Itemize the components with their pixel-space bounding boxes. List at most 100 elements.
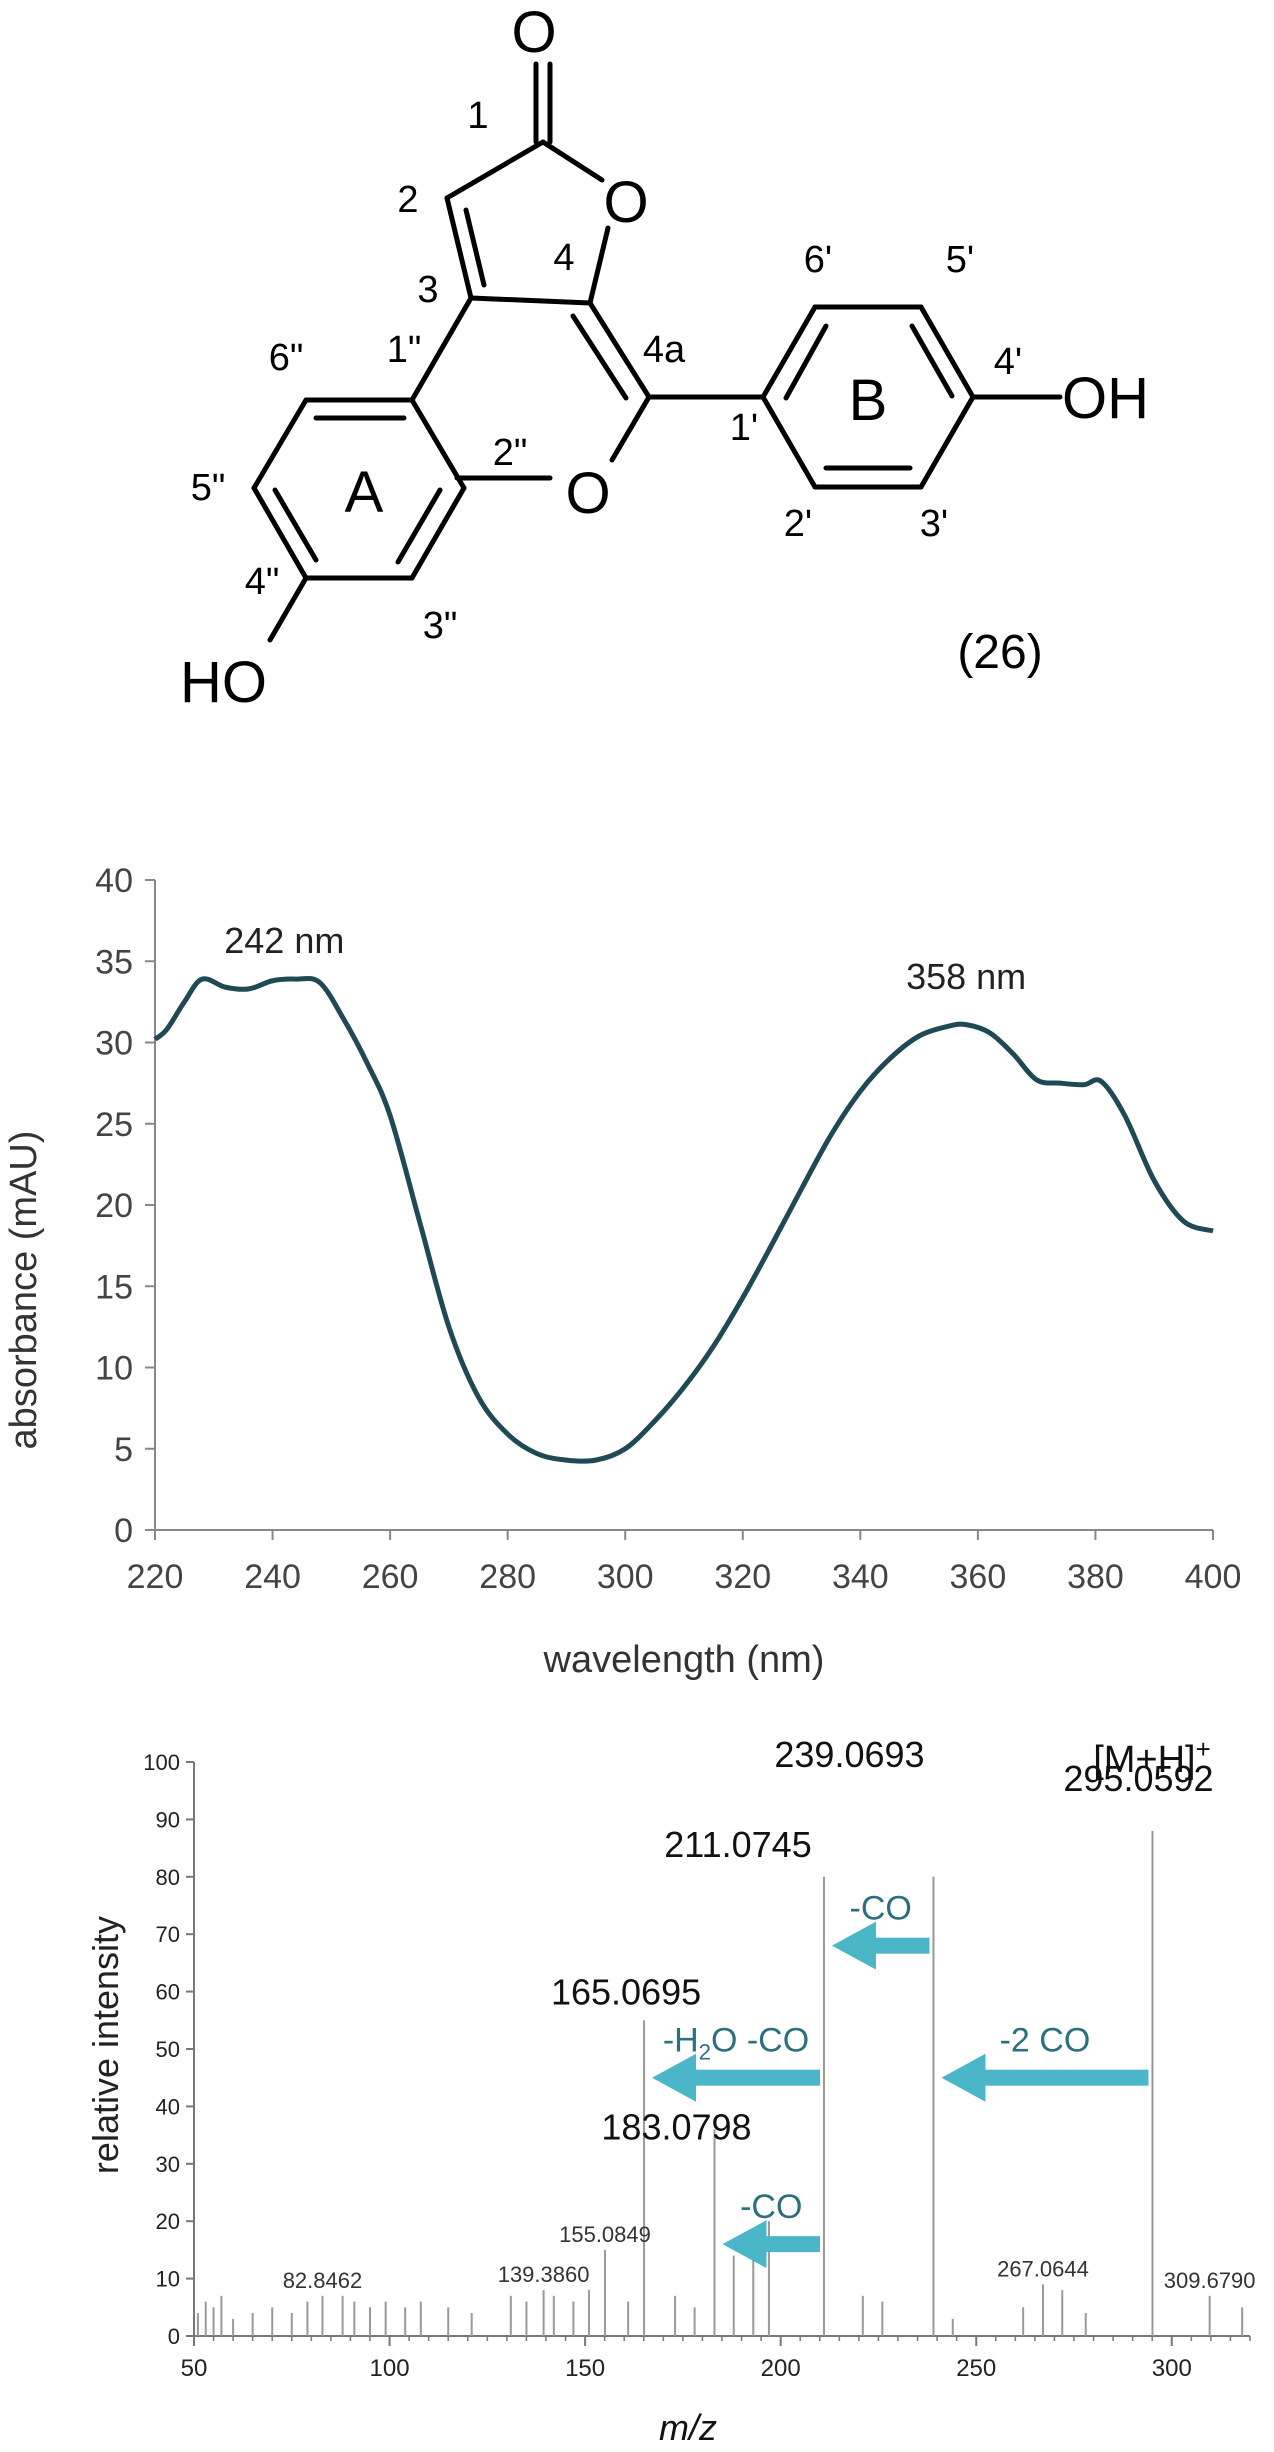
lactone-oxygen: O xyxy=(603,170,648,235)
loss-arrow-shaft xyxy=(975,2069,1149,2086)
uv-y-axis-label: absorbance (mAU) xyxy=(3,1131,45,1450)
position-label: 4 xyxy=(553,237,574,279)
ms-peak-label: 183.0798 xyxy=(601,2106,751,2147)
uv-x-tick-label: 400 xyxy=(1185,1558,1242,1596)
position-labels: 1 2 3 4 4a 1" 2" 3" 4" 5" 6" 1' 2' 3' 4'… xyxy=(191,95,1023,647)
ms-y-tick-label: 70 xyxy=(156,1922,180,1947)
uv-spectrum-chart: 0 5 10 15 20 25 30 35 40 220 240 260 280 300 320 340 36… xyxy=(3,862,1242,1681)
chemical-structure: O O O OH HO A B (26) 1 2 3 4 4a 1" 2" 3"… xyxy=(180,0,1149,715)
ms-axes: 0 10 20 30 40 50 60 70 80 90 100 50 100 150 200 250 300 xyxy=(143,1750,1251,2382)
ms-peak-label: 295.0592 xyxy=(1063,1758,1213,1799)
uv-annotations: 242 nm 358 nm xyxy=(224,920,1026,997)
uv-y-tick-label: 15 xyxy=(95,1268,133,1306)
ring-b-label: B xyxy=(849,368,888,433)
position-label: 4' xyxy=(994,341,1022,383)
position-label: 4a xyxy=(643,329,686,371)
ms-y-tick-label: 10 xyxy=(156,2267,180,2292)
loss-arrow-head xyxy=(652,2053,697,2102)
uv-y-tick-label: 25 xyxy=(95,1106,133,1144)
loss-label-subscript: 2 xyxy=(699,2040,711,2065)
ms-x-axis-label: m/z xyxy=(659,2407,717,2448)
ms-y-tick-label: 80 xyxy=(156,1865,180,1890)
ms-x-tick-label: 100 xyxy=(370,2355,410,2382)
ms-y-axis-label: relative intensity xyxy=(85,1916,126,2174)
position-label: 3" xyxy=(423,605,458,647)
position-label: 1' xyxy=(730,407,758,449)
ms-peak-labels: 165.0695 183.0798 211.0745 239.0693 295.0592… xyxy=(283,1734,1256,2293)
hydroxyl-b: OH xyxy=(1062,366,1149,431)
loss-arrow-shaft xyxy=(865,1937,930,1954)
ms-y-tick-label: 0 xyxy=(168,2324,180,2349)
uv-y-tick-label: 20 xyxy=(95,1187,133,1225)
ms-x-tick-label: 50 xyxy=(181,2355,208,2382)
uv-x-tick-label: 320 xyxy=(714,1558,771,1596)
position-label: 3' xyxy=(920,503,948,545)
ms-y-tick-label: 50 xyxy=(156,2037,180,2062)
uv-y-tick-label: 0 xyxy=(114,1512,133,1550)
ms-peak-label: 155.0849 xyxy=(559,2222,651,2247)
loss-label-part: O -CO xyxy=(711,2022,809,2060)
loss-arrow-head xyxy=(941,2053,986,2102)
carbonyl-oxygen: O xyxy=(511,0,556,65)
structure-bonds xyxy=(251,61,1063,643)
loss-arrow-head xyxy=(722,2220,767,2269)
ms-y-tick-label: 40 xyxy=(156,2094,180,2119)
loss-label: -2 CO xyxy=(1000,2022,1091,2060)
loss-label: -CO xyxy=(850,1890,912,1928)
uv-peak-annotation: 242 nm xyxy=(224,920,344,961)
loss-label: -CO xyxy=(740,2188,802,2226)
ring-a-label: A xyxy=(345,460,384,525)
uv-x-tick-label: 280 xyxy=(479,1558,536,1596)
ms-y-tick-label: 90 xyxy=(156,1807,180,1832)
uv-x-tick-label: 380 xyxy=(1067,1558,1124,1596)
ms-y-tick-label: 30 xyxy=(156,2152,180,2177)
ms-x-tick-label: 300 xyxy=(1152,2355,1192,2382)
position-label: 5' xyxy=(946,239,974,281)
uv-x-tick-label: 360 xyxy=(950,1558,1007,1596)
uv-peak-annotation: 358 nm xyxy=(906,956,1026,997)
uv-y-tick-label: 40 xyxy=(95,862,133,900)
uv-series-line xyxy=(153,975,1214,1464)
ms-peak-label: 165.0695 xyxy=(551,1971,701,2012)
position-label: 6' xyxy=(804,239,832,281)
uv-x-tick-label: 300 xyxy=(597,1558,654,1596)
loss-label-part: -H xyxy=(663,2022,699,2060)
ms-loss-arrows: -CO -H2O -CO -2 CO -CO xyxy=(652,1890,1149,2269)
ms-peak-label: 211.0745 xyxy=(664,1824,811,1865)
uv-y-tick-label: 30 xyxy=(95,1025,133,1063)
ms-peak-label: 239.0693 xyxy=(774,1734,924,1775)
position-label: 2" xyxy=(493,432,528,474)
position-label: 3 xyxy=(417,269,438,311)
ms-y-tick-label: 100 xyxy=(143,1750,180,1775)
position-label: 4" xyxy=(245,561,280,603)
position-label: 5" xyxy=(191,467,226,509)
ms-y-tick-label: 20 xyxy=(156,2209,180,2234)
ms-x-tick-label: 150 xyxy=(565,2355,605,2382)
ms-peaks xyxy=(196,1830,1244,2336)
uv-y-tick-labels: 0 5 10 15 20 25 30 35 40 xyxy=(95,862,133,1550)
hydroxyl-a: HO xyxy=(180,650,267,715)
ms-peak-label: 267.0644 xyxy=(997,2256,1089,2281)
loss-arrow-shaft xyxy=(686,2069,820,2086)
precursor-label-text: [M+H] xyxy=(1093,1739,1195,1781)
ms-y-tick-label: 60 xyxy=(156,1980,180,2005)
uv-x-tick-label: 340 xyxy=(832,1558,889,1596)
uv-x-tick-label: 220 xyxy=(127,1558,184,1596)
precursor-charge: + xyxy=(1196,1734,1211,1764)
uv-y-tick-label: 5 xyxy=(114,1431,133,1469)
uv-y-tick-label: 10 xyxy=(95,1350,133,1388)
position-label: 2' xyxy=(784,503,812,545)
uv-x-tick-labels: 220 240 260 280 300 320 340 360 380 400 xyxy=(127,1558,1242,1596)
ms-x-tick-label: 200 xyxy=(761,2355,801,2382)
ms-x-tick-label: 250 xyxy=(956,2355,996,2382)
precursor-label: [M+H]+ xyxy=(1093,1734,1211,1781)
uv-x-tick-label: 240 xyxy=(244,1558,301,1596)
pyran-oxygen: O xyxy=(565,461,610,526)
loss-arrow-head xyxy=(831,1921,876,1970)
uv-y-tick-label: 35 xyxy=(95,943,133,981)
loss-arrow-shaft xyxy=(756,2236,820,2253)
ms-peak-label: 139.3860 xyxy=(498,2262,590,2287)
ms-peak-label: 82.8462 xyxy=(283,2268,363,2293)
uv-x-axis-label: wavelength (nm) xyxy=(543,1639,825,1681)
